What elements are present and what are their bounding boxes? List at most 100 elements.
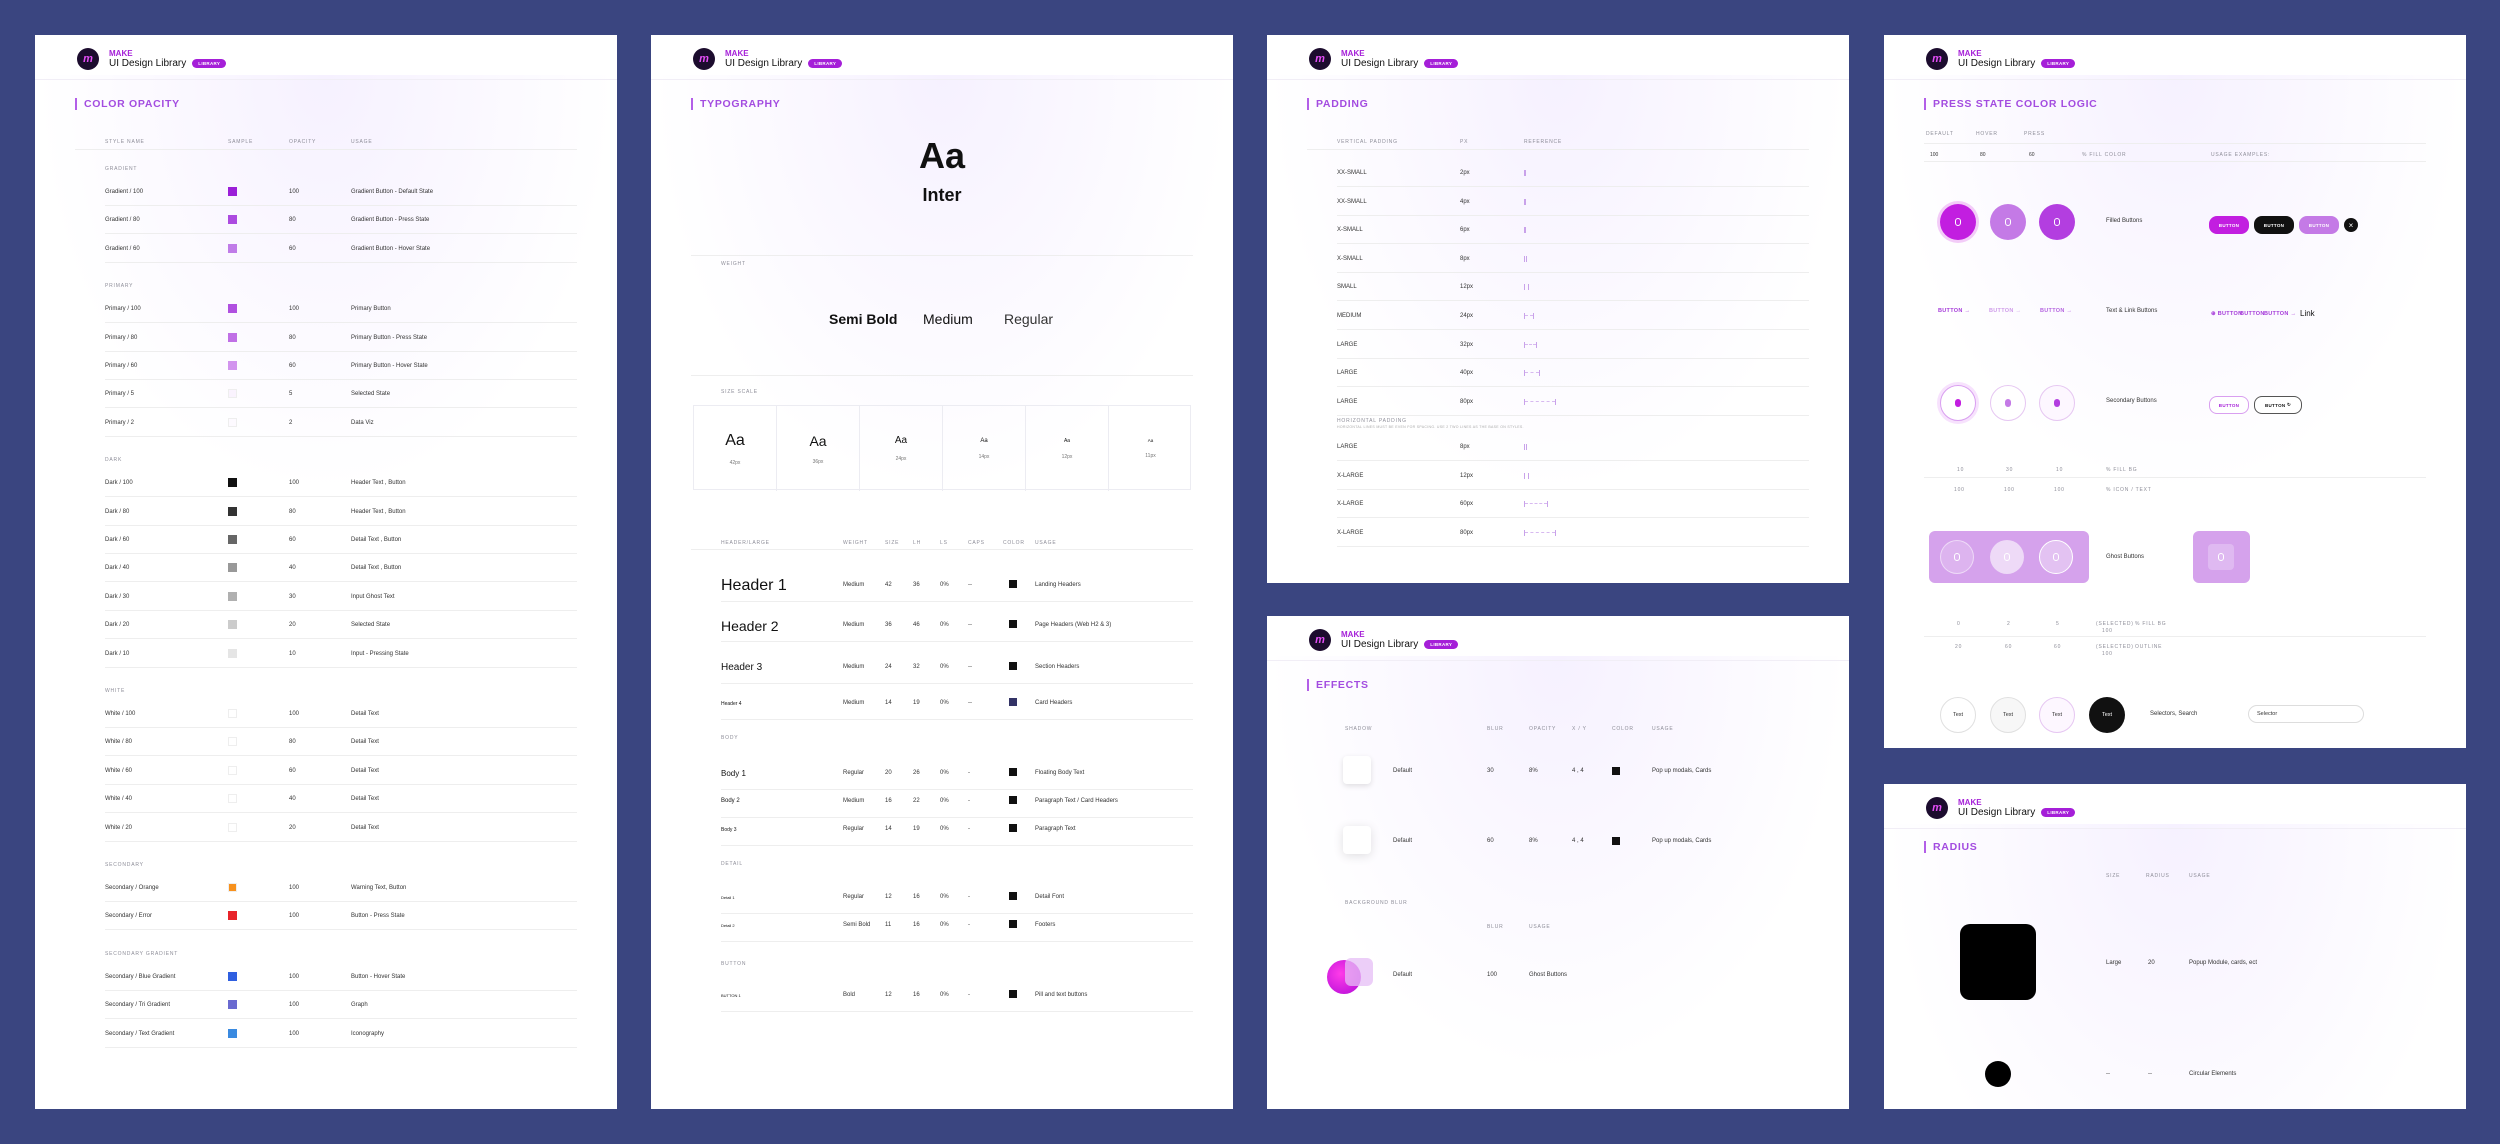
usage-text: Button - Hover State [351,973,406,980]
shadow-color-swatch [1612,767,1620,775]
secondary-default-circle[interactable] [1940,385,1976,421]
table-row: Secondary / Tri Gradient 100 Graph [35,997,617,1013]
filled-button-dark[interactable]: BUTTON [2254,216,2294,234]
letter-spacing: 0% [940,582,949,588]
col-hover: HOVER [1976,131,1998,137]
filled-hover-circle[interactable] [1990,204,2026,240]
table-row: Secondary / Error 100 Button - Press State [35,908,617,924]
row-ghost-buttons: Ghost Buttons [2106,554,2145,560]
radius-circle-sample [1985,1061,2011,1087]
library-name: UI Design Library [1341,638,1419,650]
table-row: Body 3 Regular 14 19 0% - Paragraph Text [651,819,1233,839]
row-divider [105,727,577,728]
row-divider [721,1011,1193,1012]
radius-large-sample [1960,924,2036,1000]
text-button-hover[interactable]: BUTTON → [1989,308,2022,314]
type-style-name: Header 2 [721,618,779,634]
padding-reference [1524,313,1534,319]
close-icon[interactable]: × [2344,218,2358,232]
link-example[interactable]: Link [2300,309,2315,318]
usage-text: Footers [1035,922,1056,928]
table-row: White / 100 100 Detail Text [35,706,617,722]
table-row: XX-SMALL 2px [1267,165,1849,181]
padding-reference [1524,529,1556,536]
filled-button-hover[interactable]: BUTTON [2299,216,2339,234]
shadow-name: Default [1393,838,1413,844]
filled-default-circle[interactable] [1940,204,1976,240]
ghost-selected-2: (SELECTED) [2096,644,2134,650]
search-input[interactable]: Selector [2248,705,2364,723]
ghost-press-circle[interactable] [2039,540,2073,574]
line-height: 26 [913,770,920,776]
usage-text: Header Text , Button [351,508,406,515]
style-name: Dark / 40 [105,565,130,572]
usage-text: Section Headers [1035,664,1080,670]
ghost-default-circle[interactable] [1940,540,1974,574]
secondary-button[interactable]: BUTTON [2209,396,2249,414]
mic-icon [1954,553,1960,561]
col-opacity: OPACITY [1529,726,1557,732]
color-sample [228,506,237,516]
usage-text: Primary Button [351,306,391,313]
color-sample [228,332,237,342]
text-button-example-1[interactable]: ⊕ BUTTON [2211,311,2243,317]
table-row: LARGE 40px [1267,365,1849,381]
selector-selected[interactable]: Text [2089,697,2125,733]
selector-hover[interactable]: Text [1990,697,2026,733]
scale-specimen: Aa [894,435,908,446]
letter-spacing: 0% [940,700,949,706]
table-row: LARGE 32px [1267,337,1849,353]
filled-button-default[interactable]: BUTTON [2209,216,2249,234]
selector-press[interactable]: Text [2039,697,2075,733]
ghost-selected-1: (SELECTED) [2096,621,2134,627]
table-row: Dark / 100 100 Header Text , Button [35,475,617,491]
secondary-hover-circle[interactable] [1990,385,2026,421]
secondary-button-dark[interactable]: BUTTON ↻ [2254,396,2302,414]
filled-press-circle[interactable] [2039,204,2075,240]
row-divider [1337,357,1809,359]
table-row: X-SMALL 6px [1267,222,1849,238]
row-divider [721,817,1193,818]
row-divider [1337,214,1809,216]
col-header: USAGE [351,139,373,145]
row-divider [105,553,577,554]
font-specimen: Aa [918,135,966,176]
col-header: COLOR [1003,540,1025,546]
header-divider [1884,79,2466,80]
style-name: Secondary / Orange [105,885,159,891]
selector-default[interactable]: Text [1940,697,1976,733]
text-button-default[interactable]: BUTTON → [1938,308,1971,314]
opacity-value: 80 [289,739,296,746]
ghost-hover-circle[interactable] [1990,540,2024,574]
row-divider [1337,414,1809,416]
library-name: UI Design Library [1958,57,2036,69]
usage-text: Gradient Button - Hover State [351,245,431,252]
caps: -- [968,664,972,670]
ghost-example-button[interactable] [2208,544,2234,570]
library-name: UI Design Library [1958,806,2036,818]
scale-size: 11px [1145,453,1156,459]
color-swatch [1009,662,1017,670]
padding-name: LARGE [1337,444,1358,450]
size-scale-label: SIZE SCALE [721,389,758,395]
padding-px: 24px [1460,313,1474,319]
caps: -- [968,700,972,706]
padding-name: LARGE [1337,341,1358,348]
table-row: Header 1 Medium 42 36 0% -- Landing Headers [651,575,1233,595]
group-label: DETAIL [721,861,743,867]
line-height: 16 [913,894,920,900]
brand-make: MAKE [109,48,133,58]
scale-card: Aa 11px [1109,406,1192,491]
color-swatch [1009,768,1017,776]
ghost-outline-label: OUTLINE [2135,644,2163,650]
text-button-example-2[interactable]: BUTTON [2240,311,2265,317]
group-label: DARK [105,457,123,464]
text-button-press[interactable]: BUTTON → [2040,308,2073,314]
text-button-example-3[interactable]: BUTTON → [2264,311,2297,317]
opacity-value: 100 [289,885,300,891]
row-text-link-buttons: Text & Link Buttons [2106,308,2158,314]
secondary-press-circle[interactable] [2039,385,2075,421]
usage-text: Data Viz [351,419,374,426]
padding-reference [1524,444,1528,450]
row-divider [105,205,577,206]
